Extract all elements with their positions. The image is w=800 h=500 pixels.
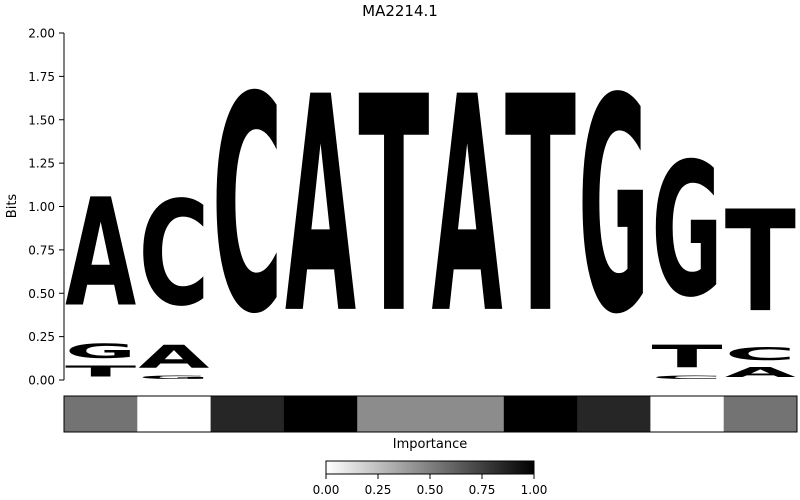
logo-letter-c: C [212, 35, 283, 380]
importance-cell [357, 396, 431, 432]
y-tick-label: 0.00 [28, 374, 55, 388]
logo-letter-a: A [285, 33, 356, 379]
importance-heatmap-border [63, 395, 798, 433]
logo-letter-c: C [138, 170, 209, 338]
logo-letter-t: T [725, 182, 796, 344]
y-tick-label: 1.50 [28, 113, 55, 127]
y-tick-label: 2.00 [28, 27, 55, 41]
importance-cell [283, 396, 358, 432]
colorbar-tick-label: 1.00 [521, 483, 548, 497]
colorbar-tick-label: 0.75 [469, 483, 496, 497]
y-tick-label: 0.25 [28, 330, 55, 344]
y-axis-label: Bits [5, 194, 20, 219]
logo-letter-t: T [651, 339, 723, 375]
y-tick-label: 0.50 [28, 287, 55, 301]
chart-title: MA2214.1 [362, 2, 438, 20]
logo-letter-a: A [725, 365, 796, 380]
importance-label: Importance [393, 437, 468, 452]
y-tick-label: 0.75 [28, 243, 55, 257]
importance-cell [64, 396, 138, 432]
importance-cell [650, 396, 725, 432]
y-tick-label: 1.00 [28, 200, 55, 214]
importance-cell [430, 396, 505, 432]
logo-letter-a: A [138, 339, 209, 375]
y-axis-ticks: 0.00 0.25 0.50 0.75 1.00 1.25 1.50 1.75 2.00 [28, 27, 64, 388]
colorbar-ticks: 0.00 0.25 0.50 0.75 1.00 [313, 474, 548, 497]
importance-cell [723, 396, 798, 432]
logo-letter-g: G [138, 375, 209, 380]
importance-colorbar [325, 460, 535, 475]
importance-cell [137, 396, 212, 432]
colorbar-tick-label: 0.00 [313, 483, 340, 497]
logo-letter-c: C [651, 375, 722, 380]
importance-heatmap [64, 396, 798, 432]
importance-cell [577, 396, 651, 432]
colorbar-tick-label: 0.50 [417, 483, 444, 497]
logo-letter-t: T [505, 35, 576, 379]
logo-letter-t: T [358, 35, 429, 379]
logo-letter-g: G [578, 36, 649, 379]
logo-letter-g: G [65, 340, 136, 362]
logo-letter-a: A [65, 169, 136, 341]
logo-letter-g: G [651, 124, 722, 338]
logo-letter-t: T [65, 363, 136, 380]
y-tick-label: 1.75 [28, 70, 55, 84]
colorbar-tick-label: 0.25 [365, 483, 392, 497]
y-tick-label: 1.25 [28, 157, 55, 171]
logo-letter-a: A [432, 33, 503, 379]
importance-cell [210, 396, 285, 432]
importance-cell [503, 396, 578, 432]
logo-letter-c: C [725, 344, 796, 365]
